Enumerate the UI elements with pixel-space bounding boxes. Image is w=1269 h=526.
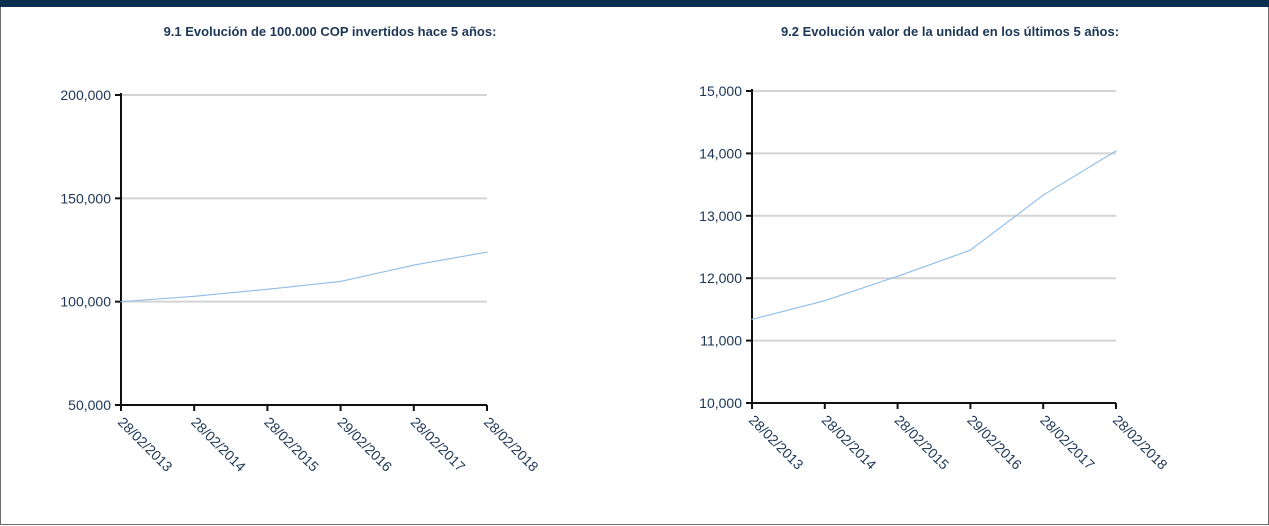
chart-2-x-tick-label: 29/02/2016	[964, 412, 1025, 473]
chart-2-series-line	[751, 150, 1117, 320]
chart-1-series-line	[120, 251, 488, 303]
chart-2-x-tick-label: 28/02/2014	[819, 412, 880, 473]
chart-2-y-tick-label: 15,000	[699, 83, 742, 99]
chart-1-data-point	[266, 288, 268, 290]
chart-2-y-tick-label: 12,000	[699, 270, 742, 286]
chart-1-title: 9.1 Evolución de 100.000 COP invertidos …	[163, 24, 497, 39]
chart-2-x-tick-label: 28/02/2018	[1110, 412, 1171, 473]
chart-2-y-tick-label: 11,000	[700, 333, 742, 349]
chart-2-x-tick-label: 28/02/2015	[891, 412, 952, 473]
chart-2-data-point	[897, 275, 899, 277]
chart-1-y-tick-label: 50,000	[68, 397, 111, 413]
chart-2-x-tick-label: 28/02/2013	[746, 412, 807, 473]
chart-2-data-point	[969, 249, 972, 251]
chart-1-y-tick-label: 200,000	[60, 87, 111, 103]
chart-1-y-tick-label: 150,000	[60, 190, 111, 206]
chart-2-y-tick-label: 14,000	[699, 145, 742, 161]
chart-2-data-point	[1042, 194, 1044, 196]
chart-1-data-point	[193, 295, 195, 297]
chart-2-data-point	[751, 318, 753, 320]
chart-1-data-point	[120, 301, 122, 303]
header-bar	[0, 0, 1269, 7]
chart-1-data-point	[413, 264, 415, 266]
chart-1-y-tick-label: 100,000	[60, 294, 111, 310]
chart-2-data-point	[824, 300, 826, 302]
chart-2-y-tick-label: 13,000	[699, 208, 742, 224]
chart-1-data-point	[486, 251, 488, 253]
chart-1-data-point	[340, 280, 342, 283]
chart-2-y-tick-label: 10,000	[699, 395, 742, 411]
chart-2-data-point	[1115, 150, 1117, 152]
chart-2-x-tick-label: 28/02/2017	[1037, 412, 1098, 473]
chart-2-title: 9.2 Evolución valor de la unidad en los …	[780, 24, 1120, 39]
